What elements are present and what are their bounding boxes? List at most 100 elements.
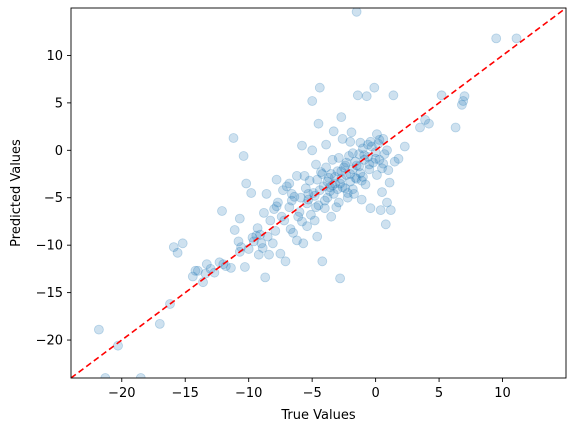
data-point (317, 169, 328, 179)
x-tick-label: −20 (108, 386, 135, 401)
data-point (257, 243, 268, 253)
data-point (270, 225, 281, 236)
data-point (346, 127, 357, 138)
data-point (94, 324, 104, 335)
data-point (234, 213, 245, 224)
data-point (100, 373, 111, 378)
data-point (347, 148, 358, 159)
data-point (284, 178, 295, 189)
data-point (316, 167, 326, 178)
data-point (305, 209, 316, 220)
data-point (269, 204, 280, 215)
data-point (352, 90, 363, 101)
data-point (154, 318, 165, 329)
data-point (370, 153, 381, 164)
data-point (298, 238, 309, 249)
data-point (258, 207, 269, 218)
data-point (511, 33, 522, 44)
data-point (377, 163, 387, 174)
data-point (319, 195, 330, 206)
data-point (393, 153, 404, 164)
data-point (423, 118, 434, 129)
data-point (333, 152, 344, 163)
data-point (177, 238, 188, 249)
data-point (366, 141, 377, 152)
data-point (297, 140, 307, 151)
data-point (198, 277, 208, 288)
data-point (384, 177, 395, 188)
data-point (342, 188, 353, 198)
data-point (364, 164, 375, 175)
data-point (271, 201, 282, 212)
data-point (326, 211, 337, 222)
data-point (378, 133, 389, 144)
data-point (265, 215, 276, 226)
data-point (351, 173, 362, 184)
data-point (365, 136, 376, 147)
data-point (252, 223, 263, 234)
data-point (337, 182, 348, 193)
data-point (286, 188, 297, 199)
data-point (321, 162, 332, 173)
data-point (378, 158, 389, 169)
data-point (337, 133, 348, 144)
x-axis-label: True Values (280, 408, 355, 423)
data-point (302, 198, 313, 209)
data-point (350, 172, 361, 183)
data-point (201, 259, 212, 270)
data-point (255, 229, 266, 240)
data-point (371, 170, 382, 180)
data-point (338, 162, 349, 173)
data-point (233, 236, 244, 247)
data-point (331, 202, 342, 213)
data-point (333, 197, 344, 208)
data-point (326, 169, 337, 179)
data-point (388, 90, 399, 101)
y-tick-label: 10 (46, 49, 63, 64)
data-point (318, 181, 329, 192)
x-tick-label: 10 (494, 386, 511, 401)
data-point (253, 249, 264, 260)
x-tick-label: 0 (371, 386, 379, 401)
x-tick-label: −15 (172, 386, 199, 401)
data-point (217, 206, 227, 216)
data-point (327, 180, 338, 191)
data-point (459, 91, 470, 102)
y-tick-label: −10 (36, 239, 63, 254)
data-point (355, 168, 366, 179)
data-point (209, 267, 220, 278)
data-point (299, 170, 310, 181)
data-point (356, 175, 367, 186)
data-point (312, 231, 323, 242)
data-point (382, 145, 392, 156)
data-point (456, 99, 467, 110)
data-point (241, 178, 252, 189)
y-tick-label: −15 (36, 286, 63, 301)
data-point (328, 188, 339, 199)
data-point (335, 178, 346, 189)
data-point (172, 247, 183, 258)
data-point (168, 242, 179, 253)
y-axis-label: Predicted Values (9, 139, 24, 247)
data-point (309, 215, 320, 226)
data-point (491, 33, 502, 44)
data-point (345, 176, 356, 187)
data-point (336, 173, 347, 184)
data-point (322, 192, 333, 203)
y-tick-label: 0 (55, 144, 63, 159)
data-point (317, 256, 328, 267)
data-point (272, 197, 283, 208)
data-point (261, 188, 272, 199)
data-point (385, 205, 396, 216)
data-point (324, 186, 335, 197)
data-point (303, 194, 314, 205)
data-point (297, 216, 307, 227)
data-point (374, 154, 385, 165)
data-point (355, 137, 366, 148)
data-point (341, 157, 352, 168)
data-point (371, 129, 382, 140)
data-point (314, 82, 325, 93)
data-point (336, 112, 347, 122)
data-point (458, 96, 469, 106)
data-point (365, 203, 376, 214)
